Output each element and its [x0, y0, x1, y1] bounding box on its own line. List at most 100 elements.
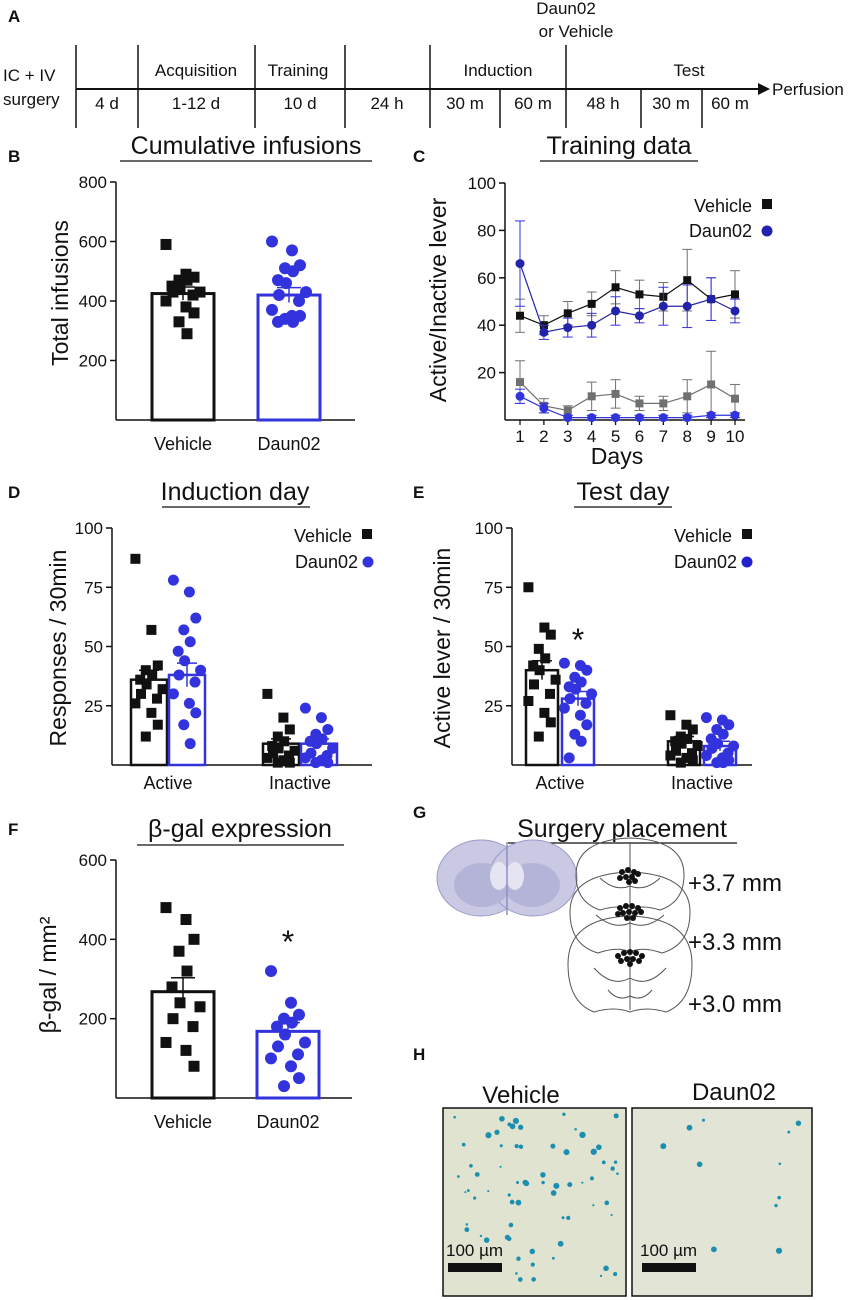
chart-e-legend-daun02-marker	[741, 556, 753, 568]
stained-cell-vehicle	[541, 1180, 545, 1185]
data-point-daun02	[575, 735, 587, 747]
data-point-vehicle	[173, 316, 185, 328]
stained-cell-vehicle	[509, 1199, 515, 1205]
stained-cell-vehicle	[507, 1193, 511, 1197]
stained-cell-vehicle	[461, 1142, 466, 1147]
chart-c-marks	[515, 220, 740, 423]
data-point-daun02-inactive	[563, 413, 573, 423]
x-category-label: Vehicle	[154, 434, 212, 454]
chart-c-legend-vehicle: Vehicle	[694, 196, 752, 216]
chart-d-y-tick-label: 75	[84, 578, 103, 597]
data-point-vehicle	[160, 238, 172, 250]
atlas-level-label: +3.3 mm	[688, 929, 782, 956]
data-point-vehicle	[665, 710, 676, 721]
chart-d-legend-daun02-marker	[362, 556, 374, 568]
chart-d-axes: 25 50 75 100 Active Inactive	[75, 519, 372, 793]
data-point-daun02	[570, 683, 582, 695]
data-point-daun02	[183, 586, 195, 598]
stained-cell-vehicle	[574, 1127, 577, 1131]
data-point-vehicle	[160, 1036, 172, 1048]
chart-d-legend-vehicle-marker	[362, 529, 372, 539]
x-category-label: Daun02	[256, 1112, 319, 1132]
data-point-daun02-active	[634, 311, 644, 321]
chart-c-legend-vehicle-marker	[762, 199, 772, 209]
stained-cell-vehicle	[590, 1148, 597, 1155]
data-point-vehicle	[167, 286, 179, 298]
data-point-vehicle	[533, 731, 544, 742]
data-point-vehicle-active	[731, 290, 739, 299]
data-point-daun02-inactive	[658, 413, 668, 423]
stained-cell-vehicle	[487, 1190, 490, 1193]
data-point-daun02-inactive	[706, 410, 716, 420]
series-line-vehicle-inactive	[519, 381, 736, 412]
scale-bar-daun02	[642, 1263, 696, 1272]
data-point-daun02-inactive	[515, 391, 525, 401]
stained-cell-vehicle	[483, 1237, 490, 1243]
data-point-daun02	[285, 996, 297, 1009]
data-point-daun02	[299, 752, 311, 764]
data-point-vehicle	[181, 965, 193, 977]
stained-cell-vehicle	[518, 1124, 524, 1130]
stained-cell-vehicle	[516, 1256, 521, 1261]
data-point-vehicle	[188, 933, 200, 945]
chart-f-y-tick-label: 400	[79, 930, 107, 949]
chart-b-title: Cumulative infusions	[131, 132, 362, 160]
chart-d-y-tick-label: 50	[84, 638, 103, 657]
chart-c-legend-daun02: Daun02	[689, 221, 752, 241]
data-point-daun02	[558, 657, 570, 669]
data-point-vehicle	[534, 665, 545, 676]
data-point-vehicle	[194, 1001, 206, 1013]
data-point-vehicle	[528, 660, 539, 671]
data-point-vehicle	[262, 752, 273, 763]
data-point-daun02	[310, 757, 322, 769]
chart-d-y-tick-label: 25	[84, 697, 103, 716]
stained-cell-vehicle	[515, 1272, 518, 1275]
data-point-vehicle	[665, 750, 676, 761]
data-point-vehicle	[687, 724, 698, 735]
data-point-vehicle	[670, 736, 681, 747]
data-point-vehicle	[160, 902, 172, 914]
data-point-vehicle	[268, 748, 278, 759]
chart-c-x-tick-label: 6	[635, 427, 644, 446]
data-point-vehicle	[523, 582, 534, 593]
data-point-daun02	[717, 728, 729, 740]
timeline-duration: 1-12 d	[172, 94, 220, 113]
data-point-daun02	[580, 697, 592, 709]
timeline-induction: Induction	[464, 61, 533, 80]
data-point-vehicle	[533, 643, 544, 654]
data-point-vehicle	[173, 274, 185, 286]
data-point-vehicle	[687, 755, 698, 766]
stained-cell-daun02	[660, 1143, 667, 1150]
data-point-daun02	[190, 707, 202, 719]
data-point-vehicle-inactive	[683, 392, 692, 401]
data-point-vehicle-inactive	[563, 406, 572, 415]
stained-cell-vehicle	[613, 1272, 618, 1277]
chart-c-y-tick-label: 100	[468, 174, 496, 193]
chart-e-axes: 25 50 75 100 Active Inactive	[475, 519, 752, 793]
stained-cell-vehicle	[531, 1277, 536, 1282]
chart-b-y-tick-label: 400	[79, 292, 107, 311]
timeline-duration: 60 m	[711, 94, 749, 113]
timeline-duration: 30 m	[446, 94, 484, 113]
data-point-vehicle	[166, 981, 178, 993]
data-point-vehicle	[174, 997, 186, 1009]
data-point-vehicle	[160, 295, 172, 307]
stained-cell-vehicle	[469, 1163, 473, 1168]
scale-bar-vehicle	[448, 1263, 502, 1272]
stained-cell-vehicle	[592, 1204, 595, 1207]
panel-label-e: E	[413, 483, 424, 502]
chart-c-x-tick-label: 1	[515, 427, 524, 446]
data-point-vehicle	[180, 914, 192, 925]
scale-bar-vehicle-label: 100 µm	[446, 1241, 503, 1260]
panel-h: H Vehicle Daun02 100 µm 100 µm	[413, 1045, 813, 1297]
stained-cell-vehicle	[561, 1216, 565, 1220]
data-point-daun02-inactive	[539, 403, 549, 413]
stained-cell-vehicle	[523, 1180, 530, 1187]
timeline-start-sublabel: surgery	[3, 90, 60, 109]
atlas-level-label: +3.0 mm	[688, 991, 782, 1018]
stained-cell-vehicle	[579, 1131, 586, 1139]
chart-c-x-tick-label: 5	[611, 427, 620, 446]
data-point-daun02	[315, 712, 327, 724]
data-point-daun02	[167, 574, 179, 586]
